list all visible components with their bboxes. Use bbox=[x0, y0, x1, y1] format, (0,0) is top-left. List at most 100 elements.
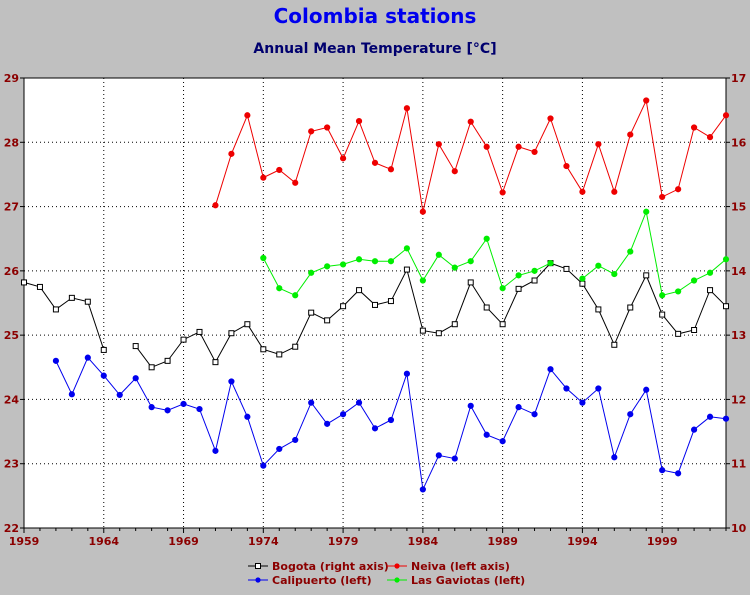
data-point bbox=[212, 447, 219, 454]
data-point bbox=[260, 346, 267, 353]
x-tick-label: 1959 bbox=[9, 535, 40, 548]
data-point bbox=[308, 269, 315, 276]
data-point bbox=[706, 134, 714, 141]
x-tick-label: 1979 bbox=[328, 535, 359, 548]
data-point bbox=[675, 186, 682, 193]
data-point bbox=[611, 270, 618, 278]
data-point bbox=[579, 399, 586, 406]
data-point bbox=[483, 143, 490, 150]
data-point bbox=[451, 455, 458, 462]
data-point bbox=[499, 189, 506, 196]
data-point bbox=[515, 285, 522, 292]
data-point bbox=[164, 357, 171, 364]
y-right-tick-label: 16 bbox=[731, 136, 747, 149]
series-0 bbox=[21, 260, 729, 371]
legend-label: Neiva (left axis) bbox=[411, 560, 510, 573]
data-point bbox=[643, 272, 650, 279]
y-right-tick-label: 13 bbox=[731, 329, 746, 342]
legend-label: Calipuerto (left) bbox=[272, 574, 372, 587]
data-point bbox=[531, 277, 538, 284]
chart-subtitle: Annual Mean Temperature [°C] bbox=[253, 41, 496, 57]
data-point bbox=[579, 280, 586, 287]
data-point bbox=[515, 272, 522, 279]
data-point bbox=[292, 436, 299, 444]
data-point bbox=[387, 166, 395, 173]
data-point bbox=[324, 317, 331, 324]
x-tick-label: 1999 bbox=[647, 535, 678, 548]
data-point bbox=[595, 306, 602, 313]
data-point bbox=[435, 330, 442, 337]
data-point bbox=[371, 258, 379, 265]
data-point bbox=[340, 303, 347, 310]
data-point bbox=[292, 343, 299, 350]
data-point bbox=[690, 426, 698, 433]
data-point bbox=[483, 431, 490, 438]
data-point bbox=[515, 143, 522, 150]
data-point bbox=[180, 400, 187, 408]
data-point bbox=[244, 413, 251, 420]
data-point bbox=[212, 359, 219, 366]
data-point bbox=[451, 321, 458, 328]
data-point bbox=[499, 321, 506, 328]
data-point bbox=[100, 346, 107, 353]
data-series bbox=[21, 97, 730, 493]
data-point bbox=[723, 303, 729, 310]
data-point bbox=[515, 404, 522, 411]
legend-label: Bogota (right axis) bbox=[272, 560, 389, 573]
data-point bbox=[21, 279, 27, 286]
data-point bbox=[403, 266, 410, 273]
data-point bbox=[563, 162, 570, 170]
series-1 bbox=[212, 97, 730, 215]
data-point bbox=[355, 117, 363, 125]
y-right-tick-label: 14 bbox=[731, 265, 747, 278]
data-point bbox=[419, 486, 426, 493]
y-right-tick-label: 10 bbox=[731, 522, 747, 535]
data-point bbox=[643, 386, 650, 393]
data-point bbox=[52, 357, 60, 364]
legend-marker bbox=[394, 577, 400, 583]
data-point bbox=[467, 118, 474, 125]
data-point bbox=[387, 258, 395, 265]
data-point bbox=[276, 351, 283, 358]
data-point bbox=[244, 112, 251, 119]
data-point bbox=[611, 454, 618, 461]
data-point bbox=[451, 264, 458, 271]
legend-marker bbox=[255, 563, 261, 569]
data-point bbox=[722, 415, 730, 422]
data-point bbox=[451, 168, 458, 175]
y-left-tick-label: 27 bbox=[4, 201, 19, 214]
legend-item: Las Gaviotas (left) bbox=[387, 574, 525, 587]
data-point bbox=[68, 391, 75, 398]
data-point bbox=[324, 124, 331, 131]
legend-item: Bogota (right axis) bbox=[248, 560, 389, 573]
data-point bbox=[387, 298, 394, 305]
data-point bbox=[196, 405, 203, 413]
data-point bbox=[244, 321, 251, 328]
x-tick-label: 1969 bbox=[168, 535, 199, 548]
data-point bbox=[563, 385, 570, 392]
data-point bbox=[371, 159, 379, 166]
data-point bbox=[690, 124, 698, 131]
data-point bbox=[339, 155, 347, 162]
data-point bbox=[372, 301, 378, 308]
y-left-tick-label: 26 bbox=[4, 265, 20, 278]
data-point bbox=[148, 404, 155, 411]
data-point bbox=[196, 328, 203, 335]
data-point bbox=[116, 391, 123, 399]
data-point bbox=[84, 298, 91, 305]
data-point bbox=[276, 285, 283, 292]
data-point bbox=[403, 105, 411, 112]
y-right-tick-label: 12 bbox=[731, 393, 746, 406]
data-point bbox=[339, 261, 347, 268]
data-point bbox=[659, 311, 666, 318]
data-point bbox=[260, 462, 267, 469]
data-point bbox=[547, 260, 554, 267]
data-point bbox=[324, 420, 331, 427]
data-point bbox=[643, 208, 650, 215]
y-left-tick-label: 25 bbox=[4, 329, 19, 342]
data-point bbox=[531, 267, 538, 274]
data-point bbox=[52, 306, 59, 313]
data-point bbox=[467, 402, 474, 409]
data-point bbox=[595, 385, 602, 392]
